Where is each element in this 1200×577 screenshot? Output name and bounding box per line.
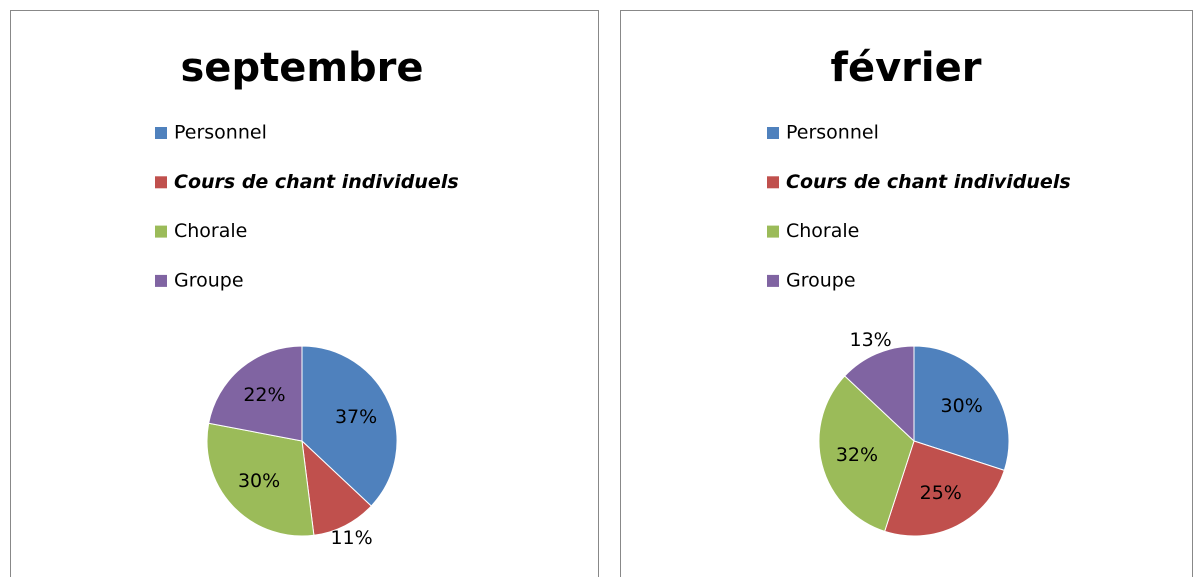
pie-slice <box>913 345 1010 471</box>
legend-label: Personnel <box>174 122 267 144</box>
chart-title: septembre <box>181 45 424 91</box>
legend-swatch <box>155 176 167 189</box>
legend-label: Cours de chant individuels <box>786 171 1071 193</box>
legend-swatch <box>155 127 167 139</box>
data-label: 22% <box>243 384 285 406</box>
legend-swatch <box>155 274 167 287</box>
legend-label: Groupe <box>174 269 244 291</box>
pie-slice <box>208 345 303 442</box>
pie-slice <box>301 345 398 507</box>
legend-label: Chorale <box>786 220 859 242</box>
legend-swatch <box>767 127 779 139</box>
data-label: 32% <box>836 444 878 466</box>
chart-title: février <box>831 45 982 91</box>
pie-slice <box>844 345 915 443</box>
legend-swatch <box>155 225 167 238</box>
pie-slice <box>301 439 372 536</box>
pie-slice <box>884 440 1005 537</box>
data-label: 37% <box>335 406 377 428</box>
data-label: 30% <box>941 395 983 417</box>
legend-swatch <box>767 274 779 287</box>
data-label: 25% <box>920 482 962 504</box>
legend-label: Chorale <box>174 220 247 242</box>
data-label: 11% <box>330 527 372 549</box>
legend-label: Cours de chant individuels <box>174 171 459 193</box>
legend-label: Groupe <box>786 269 856 291</box>
pie-slice <box>818 375 915 532</box>
legend-swatch <box>767 176 779 189</box>
legend-swatch <box>767 225 779 238</box>
data-label: 13% <box>849 329 891 351</box>
pie-slice <box>206 422 315 537</box>
data-label: 30% <box>238 470 280 492</box>
legend-label: Personnel <box>786 122 879 144</box>
